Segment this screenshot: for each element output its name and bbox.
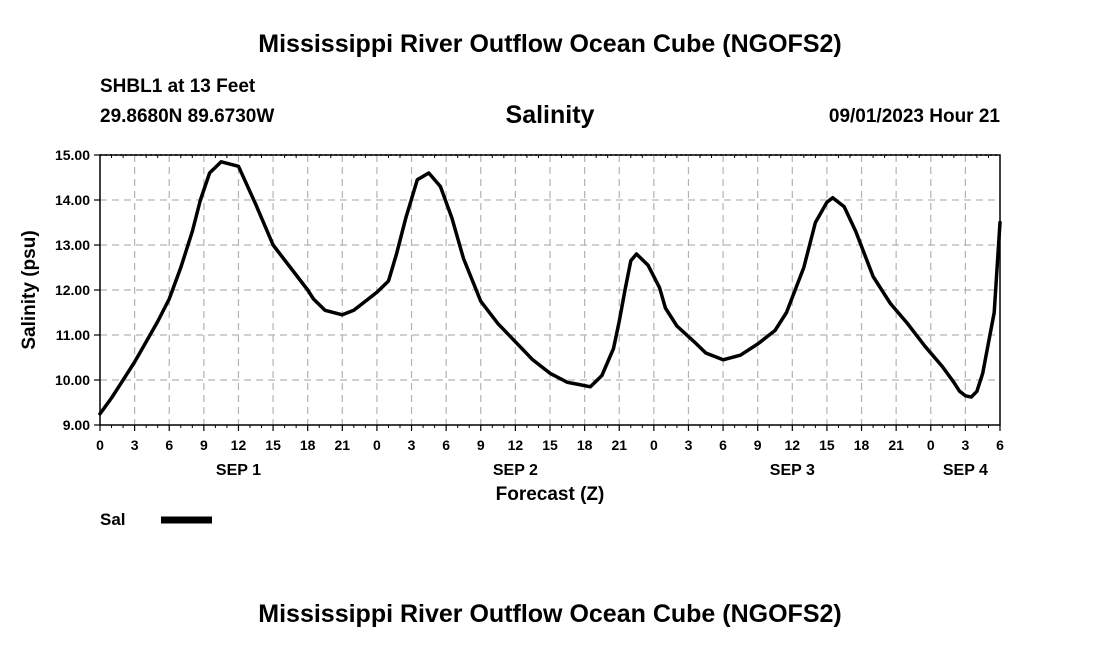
x-tick-label: 6 xyxy=(165,437,173,453)
y-axis-label: Salinity (psu) xyxy=(19,230,40,349)
x-tick-label: 18 xyxy=(577,437,593,453)
x-tick-label: 6 xyxy=(719,437,727,453)
forecast-timestamp: 09/01/2023 Hour 21 xyxy=(828,106,1000,127)
station-coordinates: 29.8680N 89.6730W xyxy=(100,106,275,127)
x-tick-label: 3 xyxy=(961,437,969,453)
y-tick-label: 14.00 xyxy=(55,192,90,208)
x-tick-label: 9 xyxy=(200,437,208,453)
x-tick-label: 0 xyxy=(927,437,935,453)
x-tick-label: 9 xyxy=(754,437,762,453)
x-tick-label: 3 xyxy=(685,437,693,453)
chart-subtitle: Salinity xyxy=(505,101,595,129)
x-tick-label: 9 xyxy=(477,437,485,453)
x-tick-label: 21 xyxy=(888,437,904,453)
x-tick-label: 18 xyxy=(854,437,870,453)
x-tick-label: 15 xyxy=(819,437,835,453)
series-line-sal xyxy=(98,160,1002,416)
x-tick-label: 12 xyxy=(508,437,524,453)
x-tick-label: 12 xyxy=(231,437,247,453)
x-tick-label: 21 xyxy=(335,437,351,453)
x-tick-label: 0 xyxy=(650,437,658,453)
legend-label: Sal xyxy=(100,510,126,529)
y-tick-label: 13.00 xyxy=(55,237,90,253)
x-tick-label: 0 xyxy=(373,437,381,453)
x-tick-label: 3 xyxy=(408,437,416,453)
main-title: Mississippi River Outflow Ocean Cube (NG… xyxy=(258,30,842,58)
x-tick-label: 15 xyxy=(265,437,281,453)
day-label: SEP 3 xyxy=(770,462,815,479)
x-axis-label: Forecast (Z) xyxy=(496,484,605,505)
grid-layer xyxy=(100,154,1000,425)
tick-layer: 9.00 10.00 11.00 12.00 13.00 14.00 15.00 0 3 6 9 12… xyxy=(55,147,1004,479)
x-tick-label: 12 xyxy=(785,437,801,453)
x-tick-label: 6 xyxy=(442,437,450,453)
day-label: SEP 4 xyxy=(943,462,988,479)
x-tick-label: 0 xyxy=(96,437,104,453)
y-tick-label: 9.00 xyxy=(63,417,90,433)
x-tick-label: 18 xyxy=(300,437,316,453)
y-tick-label: 11.00 xyxy=(56,327,90,343)
x-tick-label: 3 xyxy=(131,437,139,453)
y-tick-label: 12.00 xyxy=(55,282,90,298)
y-tick-label: 10.00 xyxy=(55,372,90,388)
x-tick-label: 15 xyxy=(542,437,558,453)
footer-title: Mississippi River Outflow Ocean Cube (NG… xyxy=(258,600,842,628)
y-tick-label: 15.00 xyxy=(55,147,90,163)
day-label: SEP 1 xyxy=(216,462,261,479)
x-tick-label: 6 xyxy=(996,437,1004,453)
x-tick-label: 21 xyxy=(611,437,627,453)
day-label: SEP 2 xyxy=(493,462,538,479)
station-label: SHBL1 at 13 Feet xyxy=(100,76,256,97)
series-layer xyxy=(98,160,1002,416)
